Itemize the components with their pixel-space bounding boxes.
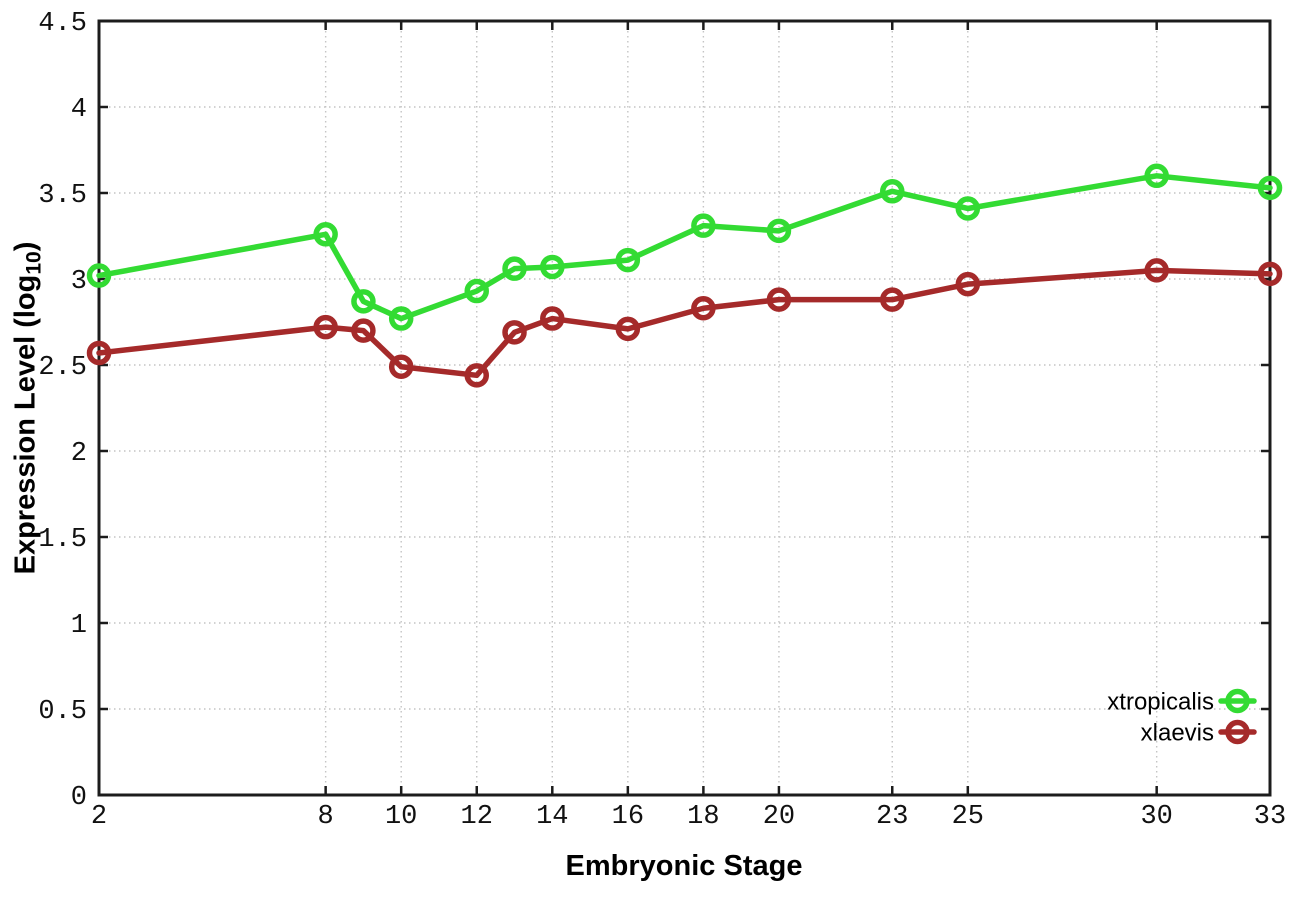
x-tick-label: 18 bbox=[687, 802, 719, 832]
plot-border bbox=[97, 19, 1272, 797]
x-tick-label: 14 bbox=[536, 802, 568, 832]
x-tick-label: 23 bbox=[876, 802, 908, 832]
series-marker-xlaevis bbox=[955, 271, 981, 297]
x-tick-label: 2 bbox=[91, 802, 107, 832]
series-marker-xlaevis bbox=[540, 306, 565, 331]
x-tick-label: 10 bbox=[385, 802, 417, 832]
series-marker-xlaevis bbox=[615, 316, 641, 342]
series-marker-xtropicalis bbox=[540, 254, 565, 280]
y-tick-label: 4 bbox=[71, 95, 87, 125]
series-marker-xlaevis bbox=[766, 287, 792, 312]
series-marker-xtropicalis bbox=[1144, 163, 1169, 189]
legend-label-xtropicalis: xtropicalis bbox=[1107, 688, 1214, 715]
series-marker-xtropicalis bbox=[1257, 175, 1283, 201]
series-marker-xtropicalis bbox=[313, 222, 338, 247]
series-marker-xlaevis bbox=[880, 287, 905, 312]
y-axis-title-close: ) bbox=[9, 241, 42, 252]
series-marker-xtropicalis bbox=[351, 289, 376, 314]
series-marker-xlaevis bbox=[691, 295, 716, 321]
y-axis-title-text: Expression Level (log bbox=[9, 274, 42, 575]
series-line-xtropicalis bbox=[96, 173, 1273, 322]
series-marker-xtropicalis bbox=[691, 213, 716, 238]
legend-label-xlaevis: xlaevis bbox=[1141, 719, 1214, 746]
x-tick-label: 8 bbox=[318, 802, 334, 832]
y-tick-label: 4.5 bbox=[38, 9, 87, 39]
x-tick-label: 16 bbox=[612, 802, 644, 832]
series-marker-xlaevis bbox=[1144, 258, 1169, 283]
series-marker-xtropicalis bbox=[388, 306, 414, 331]
series-marker-xlaevis bbox=[351, 318, 376, 343]
x-tick-label: 30 bbox=[1140, 802, 1172, 832]
series-marker-xlaevis bbox=[313, 314, 338, 340]
y-tick-label: 0.5 bbox=[38, 697, 87, 727]
y-axis-title-subscript: 10 bbox=[22, 251, 46, 275]
y-tick-label: 0 bbox=[71, 783, 87, 813]
series-marker-xtropicalis bbox=[464, 278, 489, 304]
y-tick-label: 3 bbox=[71, 267, 87, 297]
series-marker-xtropicalis bbox=[766, 218, 792, 244]
series-marker-xtropicalis bbox=[86, 263, 112, 288]
x-tick-label: 20 bbox=[763, 802, 795, 832]
y-axis-title: Expression Level (log10) bbox=[10, 242, 47, 575]
y-tick-label: 1.5 bbox=[38, 525, 87, 555]
series-marker-xlaevis bbox=[1257, 261, 1283, 287]
y-tick-label: 3.5 bbox=[38, 181, 87, 211]
series-marker-xlaevis bbox=[86, 340, 112, 366]
series-marker-xlaevis bbox=[502, 320, 527, 345]
series-marker-xtropicalis bbox=[955, 196, 981, 221]
x-tick-label: 33 bbox=[1254, 802, 1286, 832]
y-tick-label: 2 bbox=[71, 439, 87, 469]
legend-sample-marker-xtropicalis bbox=[1225, 688, 1250, 714]
series-marker-xlaevis bbox=[464, 363, 489, 388]
y-tick-label: 2.5 bbox=[38, 353, 87, 383]
x-axis-title: Embryonic Stage bbox=[565, 850, 803, 882]
series-marker-xtropicalis bbox=[880, 179, 905, 204]
series-marker-xtropicalis bbox=[502, 256, 527, 281]
series-marker-xtropicalis bbox=[615, 247, 641, 273]
series-line-xlaevis bbox=[96, 267, 1273, 379]
x-tick-label: 25 bbox=[952, 802, 984, 832]
x-tick-label: 12 bbox=[461, 802, 493, 832]
y-tick-label: 1 bbox=[71, 611, 87, 641]
series-marker-xlaevis bbox=[388, 354, 414, 379]
legend-sample-marker-xlaevis bbox=[1225, 719, 1250, 745]
